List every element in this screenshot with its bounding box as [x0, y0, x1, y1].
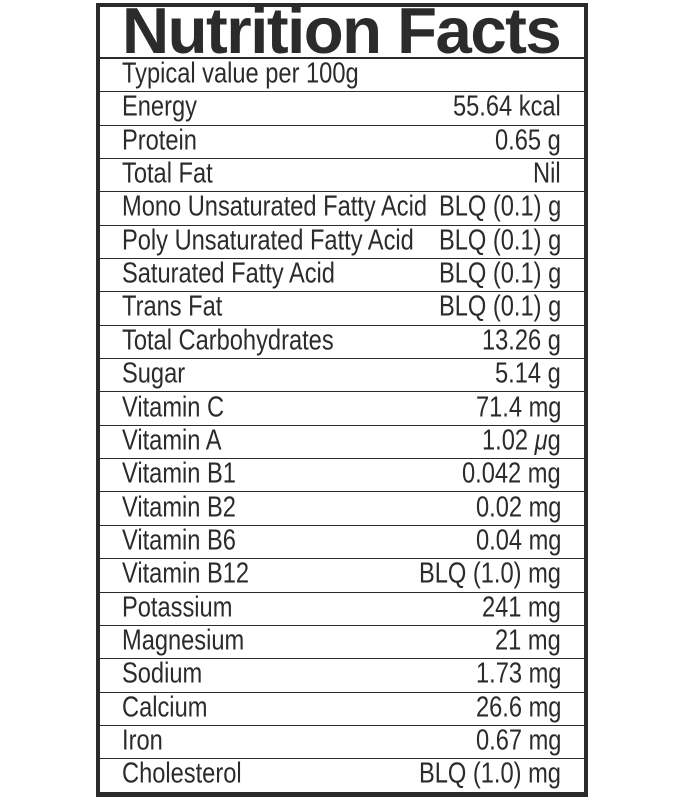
svg-text:BLQ (1.0) mg: BLQ (1.0) mg	[419, 558, 561, 590]
svg-text:55.64 kcal: 55.64 kcal	[453, 91, 561, 123]
svg-text:Sodium: Sodium	[122, 658, 202, 690]
svg-text:Protein: Protein	[122, 124, 197, 156]
svg-text:0.65 g: 0.65 g	[495, 124, 561, 156]
svg-text:BLQ (0.1) g: BLQ (0.1) g	[439, 191, 561, 223]
svg-text:5.14 g: 5.14 g	[495, 358, 561, 390]
svg-text:Magnesium: Magnesium	[122, 624, 244, 656]
svg-text:71.4 mg: 71.4 mg	[476, 391, 561, 423]
svg-text:BLQ (0.1) g: BLQ (0.1) g	[439, 291, 561, 323]
svg-text:Vitamin C: Vitamin C	[122, 391, 224, 423]
svg-text:Iron: Iron	[122, 725, 163, 757]
svg-text:BLQ (0.1) g: BLQ (0.1) g	[439, 224, 561, 256]
svg-text:Saturated Fatty Acid: Saturated Fatty Acid	[122, 258, 335, 290]
svg-text:Poly Unsaturated Fatty Acid: Poly Unsaturated Fatty Acid	[122, 224, 414, 256]
svg-text:Nil: Nil	[533, 158, 561, 190]
svg-text:BLQ (1.0) mg: BLQ (1.0) mg	[419, 758, 561, 790]
svg-text:21 mg: 21 mg	[495, 624, 561, 656]
svg-text:Vitamin B6: Vitamin B6	[122, 524, 236, 556]
svg-text:0.67 mg: 0.67 mg	[476, 725, 561, 757]
svg-text:Vitamin B1: Vitamin B1	[122, 458, 236, 490]
svg-text:Mono Unsaturated Fatty Acid: Mono Unsaturated Fatty Acid	[122, 191, 427, 223]
svg-text:1.73 mg: 1.73 mg	[476, 658, 561, 690]
svg-text:1.02 μg: 1.02 μg	[482, 424, 561, 456]
svg-text:0.02 mg: 0.02 mg	[476, 491, 561, 523]
svg-text:Vitamin A: Vitamin A	[122, 424, 222, 456]
svg-text:241 mg: 241 mg	[482, 591, 561, 623]
svg-text:Vitamin B2: Vitamin B2	[122, 491, 236, 523]
svg-text:Potassium: Potassium	[122, 591, 232, 623]
svg-text:0.042 mg: 0.042 mg	[462, 458, 561, 490]
svg-text:Total Carbohydrates: Total Carbohydrates	[122, 324, 334, 356]
svg-text:Total Fat: Total Fat	[122, 158, 213, 190]
svg-text:BLQ (0.1) g: BLQ (0.1) g	[439, 258, 561, 290]
svg-text:Vitamin B12: Vitamin B12	[122, 558, 249, 590]
svg-text:Energy: Energy	[122, 91, 198, 123]
svg-text:0.04 mg: 0.04 mg	[476, 524, 561, 556]
svg-text:Trans Fat: Trans Fat	[122, 291, 222, 323]
svg-text:Typical value per 100g: Typical value per 100g	[122, 58, 359, 90]
svg-text:13.26 g: 13.26 g	[482, 324, 561, 356]
svg-text:Sugar: Sugar	[122, 358, 185, 390]
svg-text:Calcium: Calcium	[122, 691, 207, 723]
svg-text:Cholesterol: Cholesterol	[122, 758, 242, 790]
svg-text:26.6 mg: 26.6 mg	[476, 691, 561, 723]
